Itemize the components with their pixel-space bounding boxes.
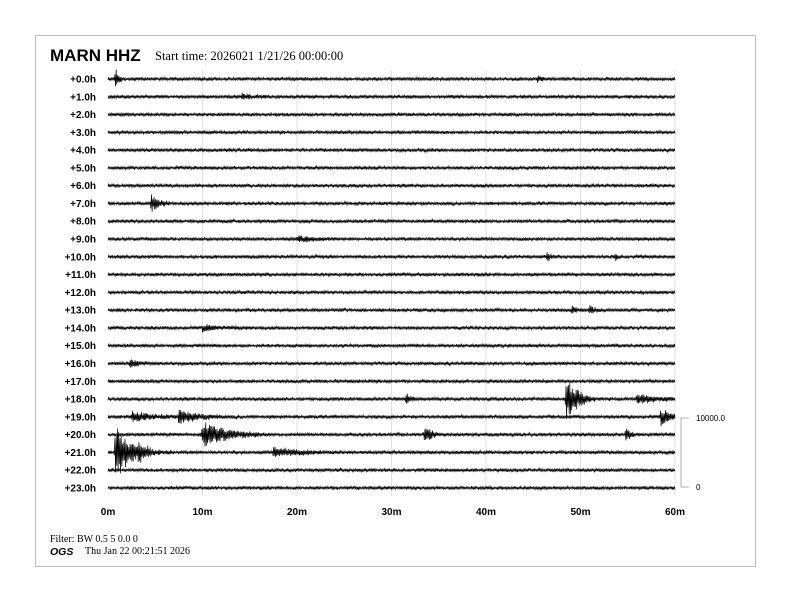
seismic-trace	[107, 383, 676, 419]
row-label: +1.0h	[70, 92, 96, 103]
row-label: +12.0h	[65, 288, 96, 299]
row-label: +2.0h	[70, 110, 96, 121]
seismic-trace	[107, 111, 676, 118]
row-label: +11.0h	[65, 270, 96, 281]
seismic-trace	[107, 218, 676, 225]
seismic-trace	[107, 92, 676, 100]
row-label: +8.0h	[70, 217, 96, 228]
row-label: +9.0h	[70, 235, 96, 246]
x-tick-label: 30m	[381, 507, 401, 518]
x-tick-label: 60m	[665, 507, 685, 518]
row-label: +17.0h	[65, 377, 96, 388]
seismic-trace	[107, 252, 676, 262]
scale-max-label: 10000.0	[696, 414, 725, 423]
row-label: +21.0h	[65, 448, 96, 459]
row-label: +10.0h	[65, 252, 96, 263]
seismic-trace	[107, 324, 676, 333]
x-tick-label: 20m	[287, 507, 307, 518]
row-label: +15.0h	[65, 341, 96, 352]
seismic-trace	[107, 378, 676, 385]
row-label: +5.0h	[70, 163, 96, 174]
filter-info: Filter: BW 0.5 5 0.0 0	[50, 534, 138, 545]
seismic-trace	[107, 428, 676, 474]
start-time: Start time: 2026021 1/21/26 00:00:00	[155, 49, 344, 63]
seismic-trace	[107, 182, 676, 189]
seismic-trace	[107, 194, 676, 212]
row-label: +4.0h	[70, 146, 96, 157]
row-label: +3.0h	[70, 128, 96, 139]
seismic-trace	[107, 422, 676, 447]
row-label: +0.0h	[70, 75, 96, 86]
x-tick-label: 50m	[570, 507, 590, 518]
seismic-trace	[107, 147, 676, 154]
seismic-trace	[107, 342, 676, 349]
seismic-trace	[107, 409, 676, 427]
org-logo: OGS	[50, 546, 74, 558]
row-label: +19.0h	[65, 412, 96, 423]
seismic-trace	[107, 164, 676, 171]
row-label: +13.0h	[65, 306, 96, 317]
seismic-trace	[107, 235, 676, 243]
x-tick-label: 40m	[476, 507, 496, 518]
seismic-trace	[107, 271, 676, 278]
seismic-trace	[107, 129, 676, 136]
row-label: +18.0h	[65, 395, 96, 406]
x-tick-label: 0m	[101, 507, 116, 518]
row-label: +7.0h	[70, 199, 96, 210]
plot-frame	[35, 35, 756, 567]
plot-timestamp: Thu Jan 22 00:21:51 2026	[85, 546, 190, 557]
seismic-trace	[107, 359, 676, 368]
row-label: +23.0h	[65, 483, 96, 494]
seismic-trace	[107, 466, 676, 474]
x-tick-label: 10m	[192, 507, 212, 518]
seismic-trace	[107, 69, 676, 87]
seismic-trace	[107, 289, 676, 296]
row-label: +20.0h	[65, 430, 96, 441]
row-label: +6.0h	[70, 181, 96, 192]
seismic-trace	[107, 305, 676, 314]
seismic-trace	[107, 484, 676, 491]
row-label: +16.0h	[65, 359, 96, 370]
amplitude-scale-bar	[680, 417, 689, 488]
row-label: +14.0h	[65, 323, 96, 334]
row-label: +22.0h	[65, 466, 96, 477]
scale-min-label: 0	[696, 483, 701, 492]
station-title: MARN HHZ	[50, 46, 141, 65]
